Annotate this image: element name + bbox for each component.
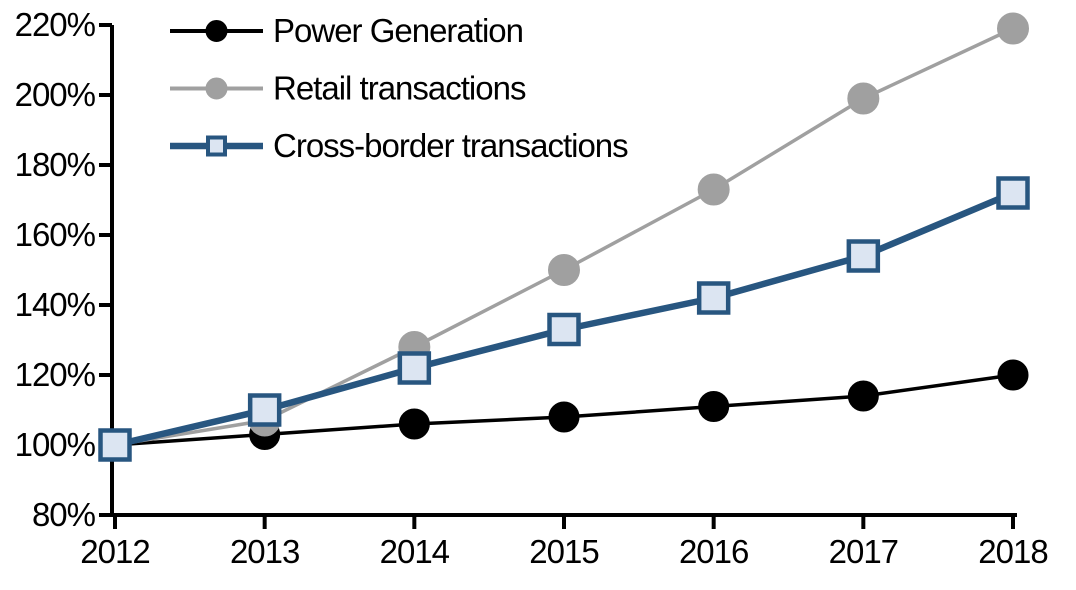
y-tick-label: 120% bbox=[15, 356, 96, 393]
x-tick-label: 2012 bbox=[80, 533, 149, 570]
legend-marker-swatch bbox=[206, 135, 227, 157]
data-point bbox=[846, 239, 881, 273]
y-tick-label: 80% bbox=[32, 496, 96, 533]
x-tick-label: 2014 bbox=[380, 533, 450, 570]
x-axis: 2012 2013 2014 2015 2016 2017 2018 bbox=[80, 513, 1049, 570]
y-tick-label: 100% bbox=[15, 426, 96, 463]
data-point bbox=[548, 254, 581, 286]
y-tick-label: 220% bbox=[15, 6, 96, 43]
legend-entry: Power Generation bbox=[170, 12, 524, 49]
data-point bbox=[397, 351, 432, 385]
data-point bbox=[697, 173, 730, 206]
data-point bbox=[547, 312, 581, 347]
data-point bbox=[997, 359, 1029, 391]
x-tick-label: 2015 bbox=[529, 533, 598, 570]
data-point bbox=[847, 380, 879, 412]
series-2 bbox=[98, 176, 1030, 462]
data-point bbox=[696, 281, 731, 315]
data-point bbox=[996, 176, 1030, 210]
x-tick-label: 2016 bbox=[679, 533, 748, 570]
series-group bbox=[98, 12, 1030, 462]
series-0 bbox=[99, 359, 1029, 461]
legend-label: Power Generation bbox=[273, 12, 523, 49]
data-point bbox=[847, 82, 880, 115]
x-tick-label: 2013 bbox=[230, 533, 299, 570]
x-tick-label: 2018 bbox=[978, 533, 1047, 570]
data-point bbox=[98, 428, 132, 462]
data-point bbox=[698, 391, 730, 422]
legend-marker-swatch bbox=[205, 77, 228, 100]
legend-entry: Retail transactions bbox=[170, 70, 527, 107]
data-point bbox=[398, 408, 430, 440]
legend-marker-swatch bbox=[205, 20, 228, 42]
y-tick-label: 200% bbox=[15, 76, 96, 113]
legend: Power Generation Retail transactions Cross… bbox=[170, 12, 629, 164]
legend-label: Retail transactions bbox=[273, 70, 526, 107]
y-tick-label: 140% bbox=[15, 286, 96, 323]
data-point bbox=[997, 12, 1030, 45]
legend-entry: Cross-border transactions bbox=[170, 127, 629, 164]
data-point bbox=[548, 401, 580, 433]
y-axis: 80% 100% 120% 140% 160% 180% 200% 220% bbox=[15, 6, 114, 533]
y-tick-label: 180% bbox=[15, 146, 96, 183]
plot-area: 80% 100% 120% 140% 160% 180% 200% 220% 2012 2013… bbox=[15, 6, 1049, 570]
data-point bbox=[247, 393, 282, 427]
y-tick-label: 160% bbox=[15, 216, 96, 253]
x-tick-label: 2017 bbox=[829, 533, 898, 570]
legend-label: Cross-border transactions bbox=[273, 127, 628, 164]
series-line bbox=[113, 26, 1015, 447]
